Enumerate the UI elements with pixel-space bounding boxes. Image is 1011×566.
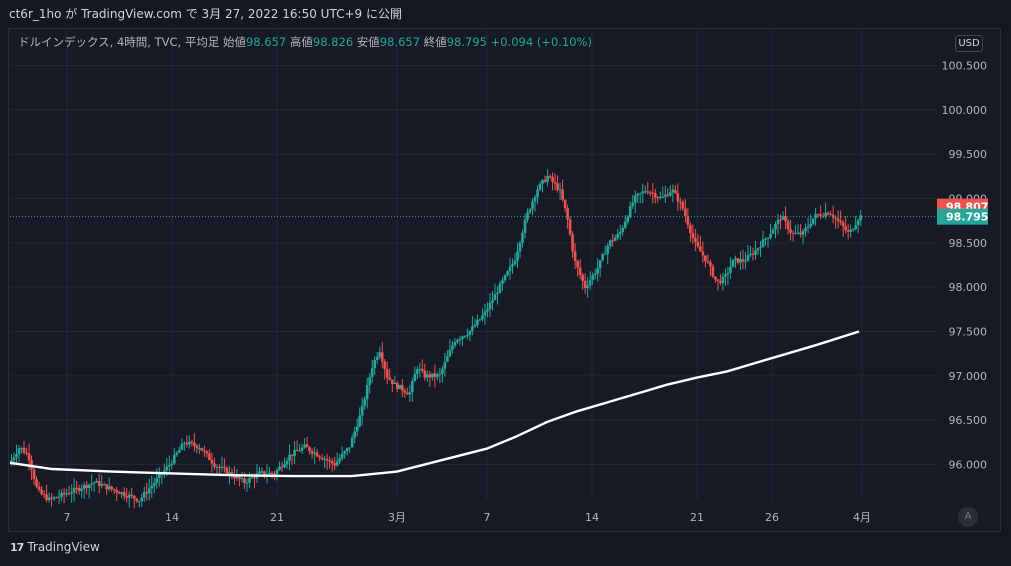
brand-name: TradingView [27,540,100,554]
chart-legend: ドルインデックス, 4時間, TVC, 平均足 始値98.657 高値98.82… [18,34,592,50]
currency-button[interactable]: USD [955,35,983,52]
high-label: 高値 [289,35,313,49]
auto-scale-button[interactable]: A [958,507,978,527]
chart-frame[interactable] [8,28,1001,532]
change-value: +0.094 (+0.10%) [490,35,592,49]
open-value: 98.657 [245,35,287,49]
footer-brand[interactable]: 17 TradingView [10,540,100,554]
open-label: 始値 [222,35,246,49]
symbol-title: ドルインデックス, 4時間, TVC, 平均足 [18,35,220,49]
close-value: 98.795 [446,35,487,49]
publish-header: ct6r_1ho が TradingView.com で 3月 27, 2022… [0,0,1011,28]
publish-text: ct6r_1ho が TradingView.com で 3月 27, 2022… [9,7,402,21]
tradingview-logo-icon: 17 [10,540,24,554]
close-label: 終値 [423,35,447,49]
high-value: 98.826 [312,35,354,49]
low-label: 安値 [356,35,380,49]
low-value: 98.657 [379,35,421,49]
